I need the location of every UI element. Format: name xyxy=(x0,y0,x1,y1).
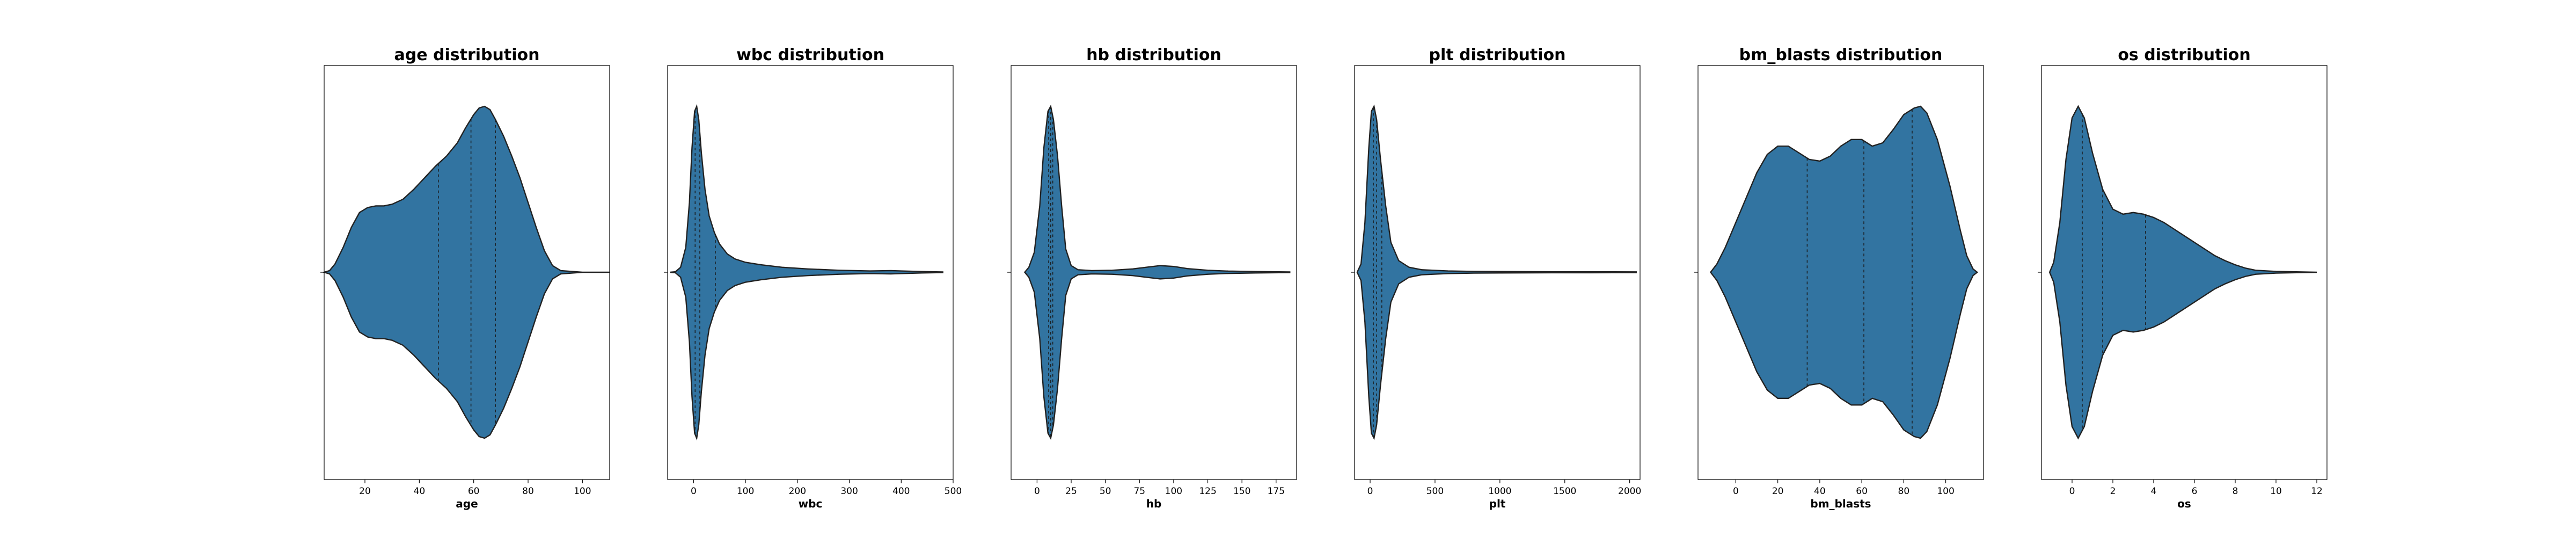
x-tick-label-plt-500: 500 xyxy=(1426,486,1444,497)
chart-panel-bm_blasts: 0 20 40 60 80 100 bm_blasts bm_blasts distribut… xyxy=(1694,46,1984,510)
x-axis-label-plt: plt xyxy=(1489,497,1506,510)
chart-panel-plt: 0 500 1000 1500 2000 plt plt distribution xyxy=(1351,46,1641,510)
x-tick-label-plt-1500: 1500 xyxy=(1553,486,1576,497)
x-tick-label-hb-175: 175 xyxy=(1268,486,1285,497)
x-tick-label-hb-150: 150 xyxy=(1233,486,1250,497)
chart-title-age: age distribution xyxy=(394,46,540,64)
chart-panel-age: 20 40 60 80 100 age age distribution xyxy=(320,46,610,510)
chart-title-os: os distribution xyxy=(2118,46,2250,64)
chart-title-plt: plt distribution xyxy=(1429,46,1566,64)
x-tick-label-age-60: 60 xyxy=(468,486,480,497)
x-tick-label-bm_blasts-40: 40 xyxy=(1814,486,1826,497)
x-tick-label-os-4: 4 xyxy=(2151,486,2157,497)
x-tick-label-bm_blasts-80: 80 xyxy=(1898,486,1910,497)
x-tick-label-os-10: 10 xyxy=(2270,486,2282,497)
x-tick-label-hb-0: 0 xyxy=(1034,486,1040,497)
x-tick-label-bm_blasts-20: 20 xyxy=(1772,486,1784,497)
x-tick-label-age-20: 20 xyxy=(359,486,371,497)
x-tick-label-wbc-300: 300 xyxy=(840,486,858,497)
chart-panel-hb: 0 25 50 75 100 125 150 175 hb hb distribution xyxy=(1007,46,1297,510)
x-tick-label-plt-1000: 1000 xyxy=(1488,486,1511,497)
x-tick-label-os-12: 12 xyxy=(2311,486,2323,497)
x-tick-label-os-0: 0 xyxy=(2069,486,2075,497)
x-axis-label-os: os xyxy=(2177,497,2191,510)
violin-body-bm_blasts xyxy=(1709,105,1979,439)
x-tick-label-wbc-100: 100 xyxy=(737,486,754,497)
x-tick-label-plt-2000: 2000 xyxy=(1618,486,1641,497)
violin-body-wbc xyxy=(670,104,943,441)
x-tick-label-wbc-400: 400 xyxy=(892,486,910,497)
x-tick-label-os-2: 2 xyxy=(2110,486,2116,497)
chart-panel-wbc: 0 100 200 300 400 500 wbc wbc distribution xyxy=(664,46,962,510)
x-tick-label-wbc-200: 200 xyxy=(789,486,806,497)
chart-title-wbc: wbc distribution xyxy=(736,46,884,64)
x-tick-label-age-100: 100 xyxy=(574,486,591,497)
x-tick-label-bm_blasts-0: 0 xyxy=(1733,486,1739,497)
x-tick-label-os-8: 8 xyxy=(2233,486,2238,497)
x-tick-label-hb-75: 75 xyxy=(1133,486,1145,497)
x-axis-label-age: age xyxy=(456,497,478,510)
x-tick-label-hb-100: 100 xyxy=(1165,486,1182,497)
x-axis-label-bm_blasts: bm_blasts xyxy=(1810,497,1871,510)
violin-body-hb xyxy=(1023,104,1291,440)
x-tick-label-wbc-0: 0 xyxy=(691,486,697,497)
violin-body-plt xyxy=(1356,104,1637,440)
violin-body-age xyxy=(321,105,610,439)
chart-title-bm_blasts: bm_blasts distribution xyxy=(1739,46,1943,64)
violin-body-os xyxy=(2048,105,2317,440)
x-tick-label-hb-50: 50 xyxy=(1100,486,1111,497)
x-tick-label-hb-25: 25 xyxy=(1065,486,1077,497)
x-tick-label-wbc-500: 500 xyxy=(945,486,962,497)
x-tick-label-plt-0: 0 xyxy=(1367,486,1373,497)
x-tick-label-os-6: 6 xyxy=(2192,486,2198,497)
x-tick-label-age-40: 40 xyxy=(414,486,426,497)
x-tick-label-bm_blasts-100: 100 xyxy=(1937,486,1954,497)
x-axis-label-hb: hb xyxy=(1146,497,1162,510)
x-tick-label-age-80: 80 xyxy=(522,486,534,497)
chart-title-hb: hb distribution xyxy=(1086,46,1221,64)
x-axis-label-wbc: wbc xyxy=(799,497,823,510)
chart-panel-os: 0 2 4 6 8 10 12 os os distribution xyxy=(2038,46,2328,510)
x-tick-label-bm_blasts-60: 60 xyxy=(1856,486,1868,497)
x-tick-label-hb-125: 125 xyxy=(1199,486,1216,497)
